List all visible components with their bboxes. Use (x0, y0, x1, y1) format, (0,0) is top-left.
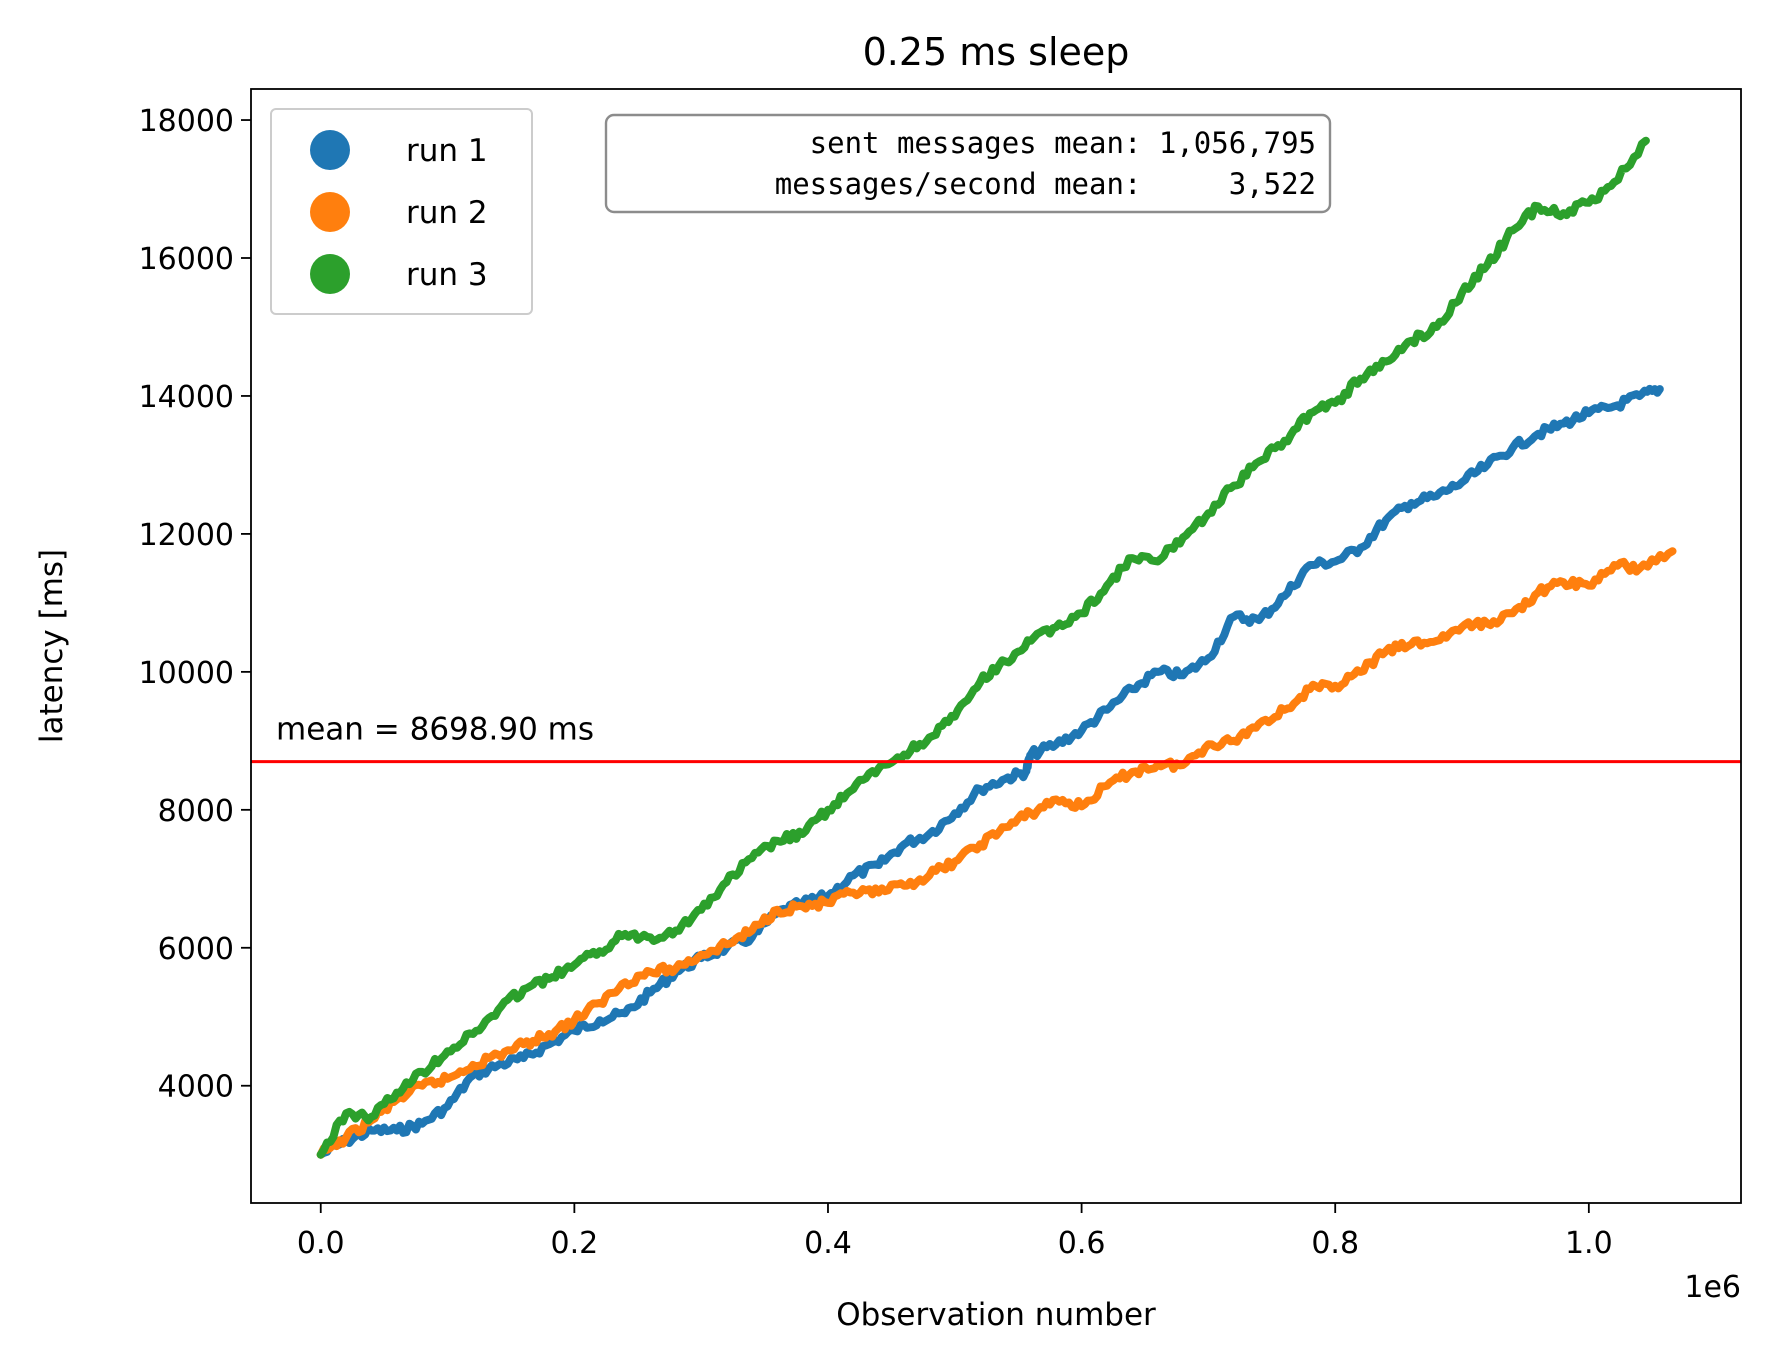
x-tick-label: 0.8 (1311, 1226, 1359, 1261)
plot-frame (250, 88, 1742, 1204)
legend-marker (310, 254, 350, 294)
y-tick-label: 18000 (139, 104, 234, 139)
y-tick-label: 4000 (158, 1070, 234, 1105)
legend-label: run 1 (406, 133, 488, 169)
y-tick-label: 12000 (139, 518, 234, 553)
y-tick-label: 16000 (139, 242, 234, 277)
x-axis-offset-label: 1e6 (1684, 1270, 1741, 1305)
y-tick-label: 14000 (139, 380, 234, 415)
stats-sent-messages-text: sent messages mean: 1,056,795 (775, 126, 1316, 160)
y-axis: 4000 6000 8000 10000 12000 14000 16000 18000 (139, 104, 251, 1105)
y-tick-label: 8000 (158, 794, 234, 829)
x-tick-label: 0.2 (551, 1226, 599, 1261)
series-line-run-1 (316, 384, 1664, 1159)
series-layer (316, 136, 1677, 1159)
series-line-run-3 (316, 136, 1650, 1159)
stats-box: sent messages mean: 1,056,795 messages/s… (604, 113, 1332, 214)
y-tick-label: 10000 (139, 656, 234, 691)
mean-label: mean = 8698.90 ms (276, 712, 594, 748)
x-axis: 0.0 0.2 0.4 0.6 0.8 1.0 (297, 1203, 1613, 1261)
x-tick-label: 0.6 (1058, 1226, 1106, 1261)
x-axis-label: Observation number (836, 1297, 1156, 1333)
series-line-run-2 (316, 547, 1677, 1159)
stats-messages-per-second-text: messages/second mean: 3,522 (775, 167, 1316, 201)
x-tick-label: 0.4 (804, 1226, 852, 1261)
y-tick-label: 6000 (158, 932, 234, 967)
legend: run 1 run 2 run 3 (270, 108, 533, 315)
y-axis-label: latency [ms] (34, 549, 70, 743)
legend-label: run 2 (406, 195, 488, 231)
chart-title: 0.25 ms sleep (863, 30, 1130, 74)
legend-marker (310, 192, 350, 232)
x-tick-label: 1.0 (1565, 1226, 1613, 1261)
x-tick-label: 0.0 (297, 1226, 345, 1261)
stats-box-frame (604, 113, 1332, 214)
legend-label: run 3 (406, 257, 488, 293)
legend-marker (310, 130, 350, 170)
